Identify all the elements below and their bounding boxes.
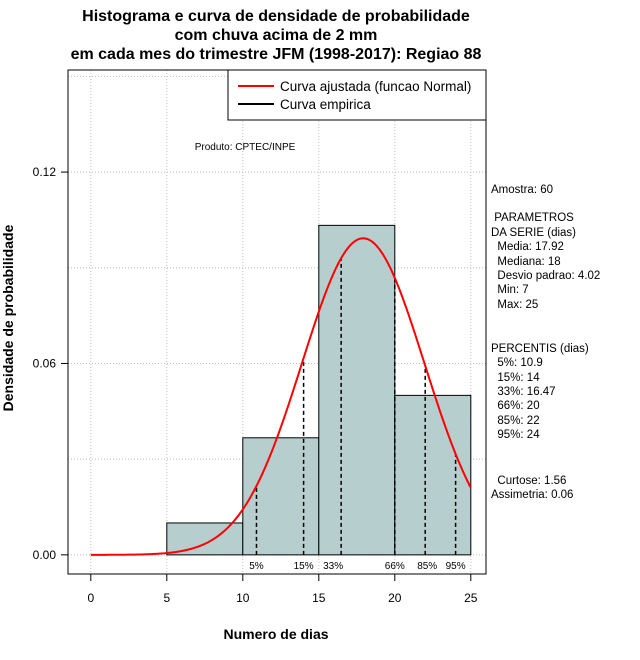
stats-line-3: Media: 17.92 [491,241,564,253]
chart-title: Histograma e curva de densidade de proba… [71,8,482,63]
stats-line-16: Assimetria: 0.06 [491,489,573,501]
percentile-label-2: 33% [323,561,343,572]
stats-line-7: Max: 25 [491,299,538,311]
percentile-label-0: 5% [249,561,264,572]
title-line-3: em cada mes do trimestre JFM (1998-2017)… [71,46,482,63]
bar-0 [166,522,244,556]
percentile-label-3: 66% [385,561,405,572]
y-axis: 0.00 0.06 0.12 [33,165,69,562]
stats-line-4: Mediana: 18 [491,256,561,268]
bar-1 [242,437,320,556]
legend-label-empirical: Curva empirica [280,97,371,112]
legend-label-fitted: Curva ajustada (funcao Normal) [280,79,471,94]
x-axis: 0 5 10 15 20 25 [87,573,478,605]
y-tick-label-0: 0.00 [33,548,57,562]
stats-line-12: 66%: 20 [491,400,540,412]
percentile-label-5: 95% [446,561,466,572]
stats-line-8: PERCENTIS (dias) [491,343,589,355]
percentile-labels: 5% 15% 33% 66% 85% 95% [249,561,465,572]
legend-box [227,69,487,121]
stats-line-10: 15%: 14 [491,372,540,384]
x-tick-label-5: 25 [464,591,478,605]
stats-line-15: Curtose: 1.56 [491,475,566,487]
title-line-1: Histograma e curva de densidade de proba… [82,8,470,25]
title-line-2: com chuva acima de 2 mm [175,27,378,44]
fitted-curve [90,237,472,556]
x-tick-label-0: 0 [87,591,94,605]
y-tick-label-2: 0.12 [33,165,57,179]
stats-line-0: Amostra: 60 [491,184,553,196]
y-axis-title: Densidade de probabilidade [0,224,16,411]
percentile-label-4: 85% [417,561,437,572]
percentile-lines [255,258,457,555]
x-tick-label-1: 5 [163,591,170,605]
stats-line-5: Desvio padrao: 4.02 [491,270,600,282]
legend: Curva ajustada (funcao Normal) Curva emp… [227,69,487,121]
stats-panel: Amostra: 60 PARAMETROS DA SERIE (dias) Me… [491,184,600,501]
stats-line-2: DA SERIE (dias) [491,227,576,239]
x-tick-label-4: 20 [388,591,402,605]
normal-curve [90,237,472,556]
x-axis-title: Numero de dias [223,626,328,642]
stats-line-1: PARAMETROS [491,212,574,224]
bar-3 [394,394,472,556]
stats-line-14: 95%: 24 [491,429,540,441]
x-tick-label-2: 10 [236,591,250,605]
stats-line-9: 5%: 10.9 [491,357,543,369]
x-tick-label-3: 15 [312,591,326,605]
percentile-label-1: 15% [294,561,314,572]
product-annotation: Produto: CPTEC/INPE [195,142,296,153]
histogram-bars [166,224,472,556]
bar-2 [318,224,396,556]
y-tick-label-1: 0.06 [33,356,57,370]
stats-line-6: Min: 7 [491,284,529,296]
stats-line-13: 85%: 22 [491,415,540,427]
stats-line-11: 33%: 16.47 [491,386,556,398]
